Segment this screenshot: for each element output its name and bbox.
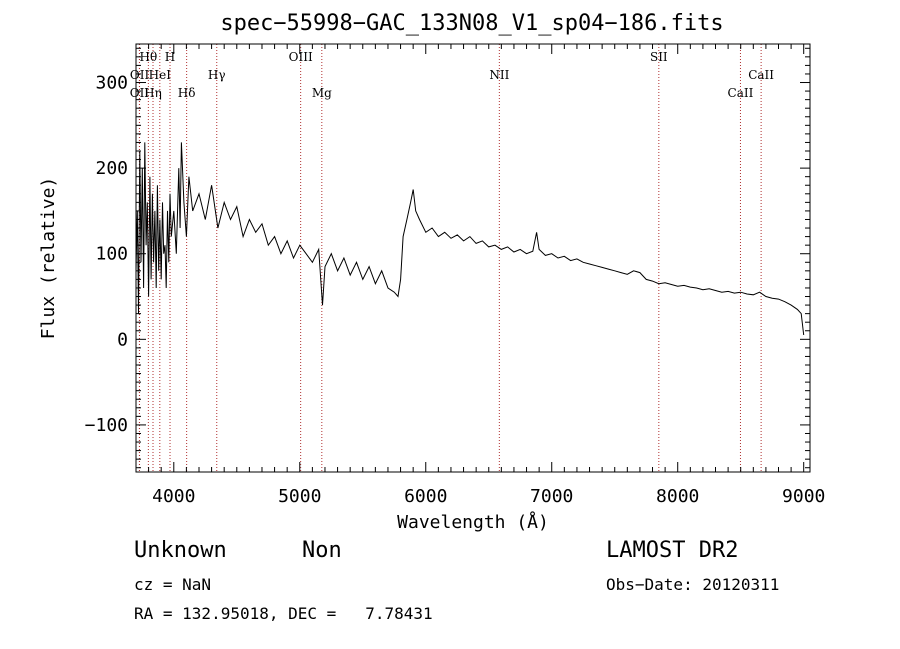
x-axis-ticks: 4000 5000 6000 7000 8000 9000 xyxy=(135,44,825,507)
cz-label: cz = NaN xyxy=(134,575,212,594)
line-label: CaII xyxy=(728,86,754,100)
spectrum-trace xyxy=(135,142,805,336)
chart-title: spec−55998−GAC_133N08_V1_sp04−186.fits xyxy=(220,11,723,36)
line-label: Hθ xyxy=(139,50,157,64)
line-label: H xyxy=(165,50,175,64)
y-tick-label: 200 xyxy=(95,158,128,179)
y-tick-label: 0 xyxy=(117,329,128,350)
x-tick-label: 8000 xyxy=(656,486,699,507)
survey-label: LAMOST DR2 xyxy=(606,538,739,563)
line-label: SII xyxy=(650,50,668,64)
x-tick-label: 5000 xyxy=(278,486,321,507)
y-tick-label: 100 xyxy=(95,244,128,265)
x-tick-label: 6000 xyxy=(404,486,447,507)
emission-line-markers xyxy=(138,44,762,472)
line-label: OII xyxy=(130,86,150,100)
x-tick-label: 9000 xyxy=(782,486,825,507)
line-label: OIII xyxy=(289,50,313,64)
class-label: Unknown xyxy=(134,538,227,563)
x-tick-label: 7000 xyxy=(530,486,573,507)
subclass-label: Non xyxy=(302,538,342,563)
line-label: CaII xyxy=(748,68,774,82)
y-axis-label: Flux (relative) xyxy=(38,177,59,340)
x-axis-label: Wavelength (Å) xyxy=(397,511,549,533)
obs-date-label: Obs−Date: 20120311 xyxy=(606,575,780,594)
plot-frame xyxy=(135,43,811,473)
coords-label: RA = 132.95018, DEC = 7.78431 xyxy=(134,604,433,623)
y-tick-label: 300 xyxy=(95,73,128,94)
x-tick-label: 4000 xyxy=(152,486,195,507)
y-tick-label: −100 xyxy=(85,415,128,436)
line-label: Hη xyxy=(144,86,162,100)
line-label: Hδ xyxy=(178,86,196,100)
line-label: Mg xyxy=(312,86,332,100)
line-label: Hγ xyxy=(208,68,226,82)
y-axis-ticks: −100 0 100 200 300 xyxy=(85,47,810,469)
line-label: OII xyxy=(130,68,150,82)
line-label: HeI xyxy=(149,68,172,82)
line-label: NII xyxy=(489,68,509,82)
